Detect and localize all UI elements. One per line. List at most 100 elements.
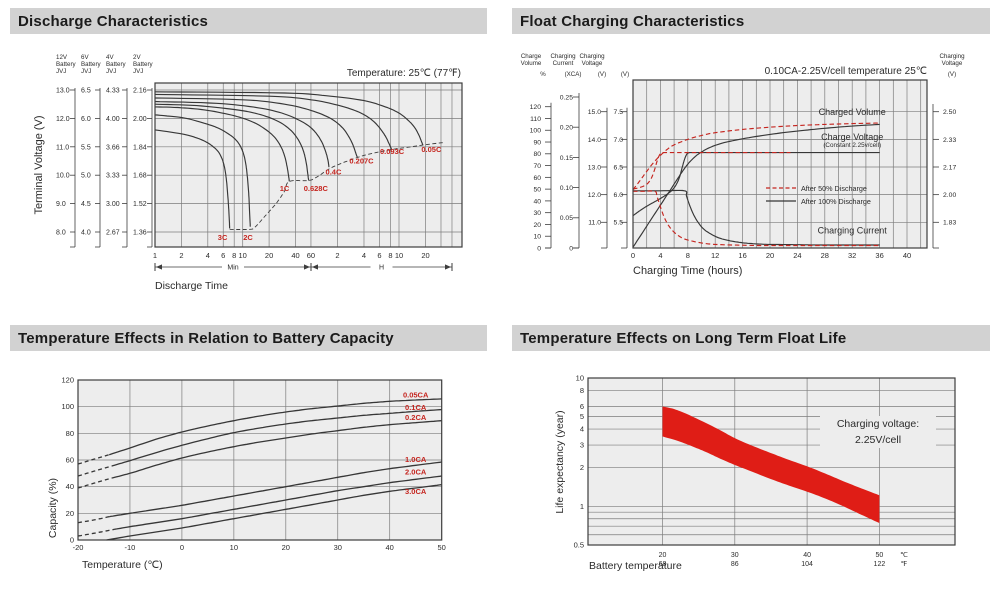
scale-header: Charging (579, 53, 605, 60)
cutoff-dashed-line (229, 141, 446, 230)
scale-value: 0 (569, 245, 573, 252)
rate-label-0.4C: 0.4C (326, 167, 342, 176)
scale-value: 30 (533, 210, 541, 217)
plot-border (77, 379, 443, 541)
discharge-curve-0.05C (154, 91, 424, 146)
y-axis-label: Terminal Voltage (V) (33, 115, 45, 214)
scale-value: 15.0 (588, 109, 601, 116)
scale-value: 6.0 (614, 192, 624, 199)
scale-value: 110 (530, 116, 541, 123)
y-tick-label: 10 (576, 374, 584, 383)
scale-value: 4.5 (81, 201, 91, 208)
x-tick-label: 32 (848, 251, 856, 260)
x-tick-label: 28 (821, 251, 829, 260)
plot-background (633, 80, 927, 248)
unit-label-fahrenheit: ℉ (901, 561, 908, 568)
y-tick-label: 6 (580, 402, 584, 411)
capacity-curve-dash-2.0CA (77, 528, 115, 537)
y-tick-label: 100 (61, 402, 74, 411)
scale-header: Voltage (942, 60, 963, 67)
scale-header: JVJ (56, 68, 66, 75)
capacity-curve-1.0CA (109, 461, 442, 518)
y-tick-label: 5 (580, 412, 584, 421)
y-tick-label: 80 (66, 429, 74, 438)
float-life-chart: Charging voltage:2.25V/cell1086543210.52… (554, 374, 956, 572)
scale-value: 80 (533, 151, 541, 158)
series-charging-current-100 (633, 189, 880, 246)
series-charging-current-50 (633, 190, 880, 247)
arrow-right-icon (445, 264, 451, 270)
y-tick-label: 40 (66, 482, 74, 491)
rate-label-3.0CA: 3.0CA (405, 487, 427, 496)
x-tick-label: 10 (395, 251, 403, 260)
rate-label-0.05C: 0.05C (421, 145, 442, 154)
x-tick-label: 16 (738, 251, 746, 260)
capacity-curve-0.2CA (111, 420, 442, 479)
page-title: Temperature Effects on Long Term Float L… (520, 329, 847, 347)
scale-value: 4.00 (106, 116, 120, 123)
x-tick-label: 4 (658, 251, 662, 260)
scale-header: Charge (521, 53, 542, 60)
curve-label: Charge Voltage (821, 132, 883, 142)
scale-value: 1.68 (133, 173, 147, 180)
rate-label-0.093C: 0.093C (380, 147, 405, 156)
legend-label-100: After 100% Discharge (801, 197, 871, 206)
float-charging-section: Float Charging Characteristics Charged V… (500, 0, 1000, 300)
y-axis-label: Capacity (%) (47, 478, 59, 538)
x-tick-label: 2 (179, 251, 183, 260)
x-tick-label: -20 (73, 543, 84, 552)
capacity-curve-0.1CA (111, 408, 442, 467)
scale-value: 5.5 (614, 220, 624, 227)
page-title: Float Charging Characteristics (520, 12, 745, 30)
capacity-curve-0.05CA (108, 398, 442, 456)
scale-value: 2.00 (133, 116, 147, 123)
scale-header: JVJ (133, 68, 143, 75)
scale-unit: (V) (621, 71, 629, 78)
plot-border (632, 79, 928, 249)
x-tick-label: 12 (711, 251, 719, 260)
float-life-band (662, 406, 880, 524)
rate-label-0.05CA: 0.05CA (403, 390, 429, 399)
temp-capacity-section: Temperature Effects in Relation to Batte… (0, 300, 500, 599)
y-tick-label: 0 (70, 536, 74, 545)
x-axis-label: Discharge Time (155, 280, 228, 292)
curve-label: Charged Volume (819, 107, 886, 117)
x-tick-label: 8 (686, 251, 690, 260)
x-tick-label: 6 (377, 251, 381, 260)
scale-value: 0.10 (560, 185, 573, 192)
scale-header: JVJ (106, 68, 116, 75)
y-tick-label: 8 (580, 386, 584, 395)
scale-value: 1.52 (133, 201, 147, 208)
x-tick-label-c: 40 (803, 552, 811, 559)
scale-header: Battery (106, 61, 127, 68)
y-tick-label: 20 (66, 509, 74, 518)
x-tick-label: 4 (206, 251, 210, 260)
scale-header: 4V (106, 54, 114, 61)
scale-value: 10 (533, 234, 541, 241)
x-tick-label: 20 (421, 251, 429, 260)
section-title-bar: Float Charging Characteristics (512, 8, 990, 34)
x-tick-label: 8 (388, 251, 392, 260)
arrow-right-icon (304, 264, 310, 270)
x-tick-label-c: 50 (876, 552, 884, 559)
rate-label-1C: 1C (280, 184, 290, 193)
y-tick-label: 4 (580, 425, 584, 434)
plot-border (587, 377, 956, 546)
scale-value: 5.0 (81, 173, 91, 180)
scale-value: 6.5 (81, 88, 91, 95)
scale-value: 11.0 (56, 144, 69, 151)
scale-value: 0.05 (560, 215, 573, 222)
scale-header: 12V (56, 54, 68, 61)
scale-value: 3.00 (106, 201, 120, 208)
scale-value: 2.67 (106, 230, 120, 237)
x-tick-label: 0 (631, 251, 635, 260)
capacity-curve-dash-0.05CA (77, 454, 110, 465)
x-tick-label-f: 122 (874, 561, 886, 568)
annotation-backing (820, 416, 936, 448)
y-tick-label: 2 (580, 463, 584, 472)
scale-header: Voltage (582, 60, 603, 67)
discharge-curve-2C (154, 114, 251, 227)
